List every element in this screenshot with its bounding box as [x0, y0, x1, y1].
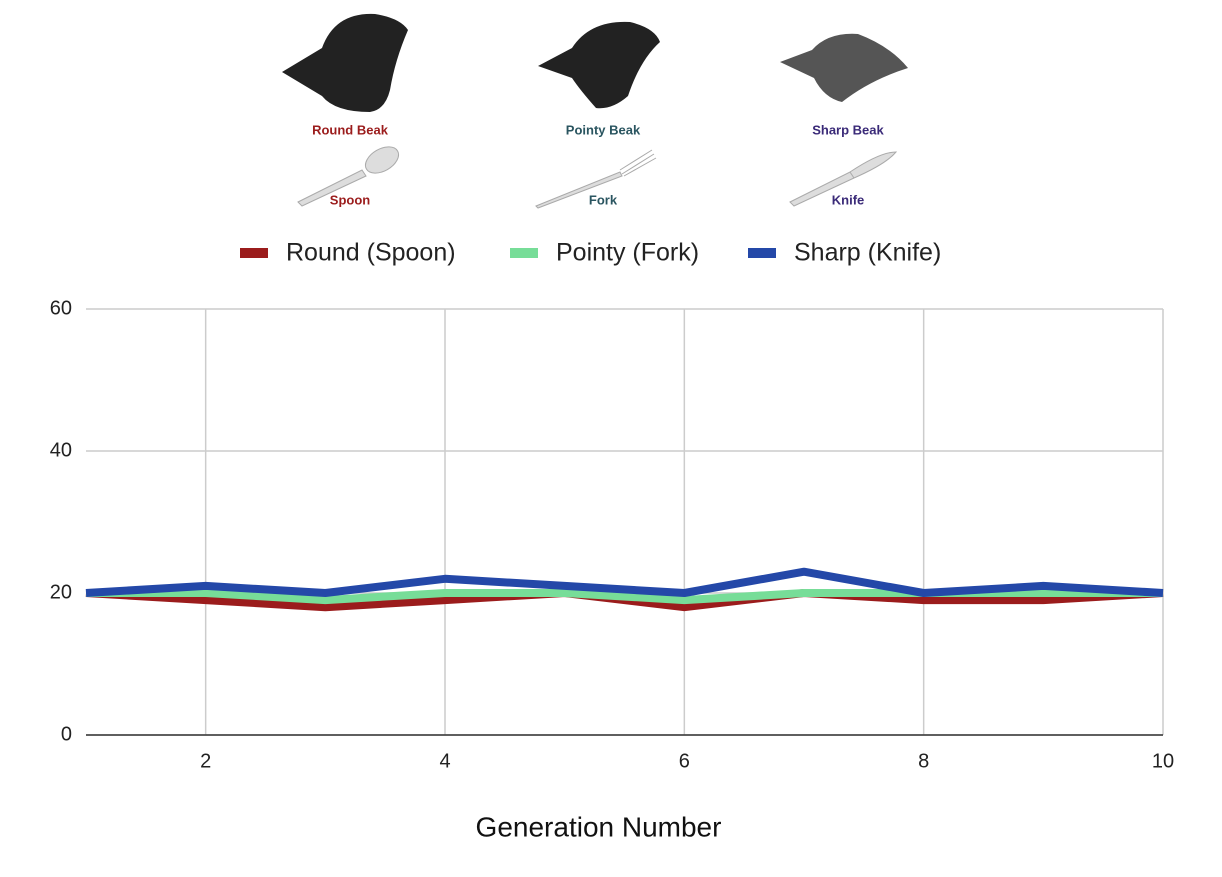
series-line — [85, 567, 1164, 597]
x-tick-label: 4 — [439, 750, 450, 772]
x-tick-label: 8 — [918, 750, 929, 772]
x-axis-title: Generation Number — [476, 811, 722, 842]
spoon — [297, 169, 367, 207]
y-tick-label: 40 — [50, 439, 72, 461]
x-tick-label: 6 — [679, 750, 690, 772]
legend-swatch — [748, 248, 776, 258]
legend-swatch — [510, 248, 538, 258]
y-tick-label: 0 — [61, 723, 72, 745]
beak-label: Pointy Beak — [566, 122, 641, 137]
bird-head — [538, 21, 660, 109]
utensil-label: Fork — [589, 192, 618, 207]
bird-head — [780, 33, 908, 102]
beak-label: Sharp Beak — [812, 122, 884, 137]
legend-label: Round (Spoon) — [286, 239, 456, 267]
legend-swatch — [240, 248, 268, 258]
legend-label: Sharp (Knife) — [794, 239, 941, 267]
spoon — [364, 146, 400, 174]
legend-label: Pointy (Fork) — [556, 239, 699, 267]
fork — [535, 149, 657, 209]
x-tick-label: 2 — [200, 750, 211, 772]
y-tick-label: 20 — [50, 581, 72, 603]
y-tick-label: 60 — [50, 297, 72, 319]
illustrations — [282, 13, 908, 209]
utensil-label: Spoon — [330, 192, 370, 207]
knife — [789, 151, 898, 207]
x-tick-label: 10 — [1152, 750, 1174, 772]
utensil-label: Knife — [832, 192, 865, 207]
bird-head — [282, 13, 408, 112]
beak-label: Round Beak — [312, 122, 389, 137]
